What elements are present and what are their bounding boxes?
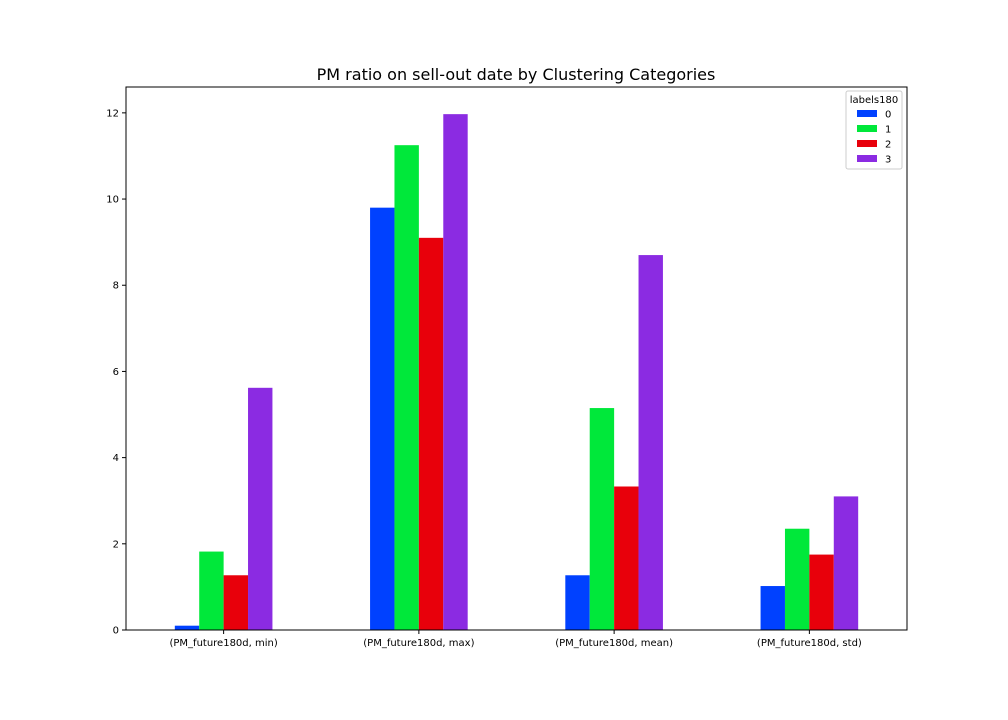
bar: [174, 625, 200, 630]
x-axis: (PM_future180d, min) (PM_future180d, max)…: [169, 630, 862, 649]
bar: [809, 554, 834, 630]
y-axis: 0 2 4 6 8 10 12: [106, 108, 126, 637]
legend: labels180 0 1 2 3: [845, 90, 903, 170]
bar: [223, 575, 249, 630]
legend-title: labels180: [850, 95, 898, 106]
legend-swatch: [857, 125, 877, 132]
legend-label: 2: [885, 140, 891, 151]
legend-items: 0 1 2 3: [857, 110, 891, 166]
bar: [443, 114, 468, 630]
legend-swatch: [857, 140, 877, 147]
bar: [248, 387, 273, 630]
plot-frame: [125, 86, 908, 631]
bar: [370, 207, 395, 630]
bar: [614, 486, 639, 630]
x-tick-label: (PM_future180d, std): [757, 638, 862, 649]
legend-swatch: [857, 155, 877, 162]
y-tick-label: 10: [106, 195, 119, 206]
legend-label: 3: [885, 155, 891, 166]
bar: [833, 496, 859, 630]
bar: [760, 586, 785, 630]
bar: [418, 237, 444, 631]
y-tick-label: 0: [113, 626, 119, 637]
bar: [784, 528, 810, 630]
y-tick-label: 4: [113, 453, 119, 464]
y-tick-label: 12: [106, 108, 119, 119]
x-tick-label: (PM_future180d, min): [169, 638, 277, 649]
y-tick-label: 6: [113, 367, 119, 378]
y-tick-label: 2: [113, 539, 119, 550]
legend-label: 0: [885, 110, 891, 121]
bars-group: [174, 114, 859, 631]
chart-title: PM ratio on sell-out date by Clustering …: [317, 65, 716, 84]
bar: [394, 145, 419, 630]
legend-swatch: [857, 110, 877, 117]
x-tick-label: (PM_future180d, mean): [555, 638, 673, 649]
bar: [199, 551, 224, 630]
bar: [565, 575, 590, 630]
legend-label: 1: [885, 125, 891, 136]
y-tick-label: 8: [113, 281, 119, 292]
bar: [638, 255, 663, 631]
bar: [589, 408, 615, 630]
x-tick-label: (PM_future180d, max): [363, 638, 474, 649]
